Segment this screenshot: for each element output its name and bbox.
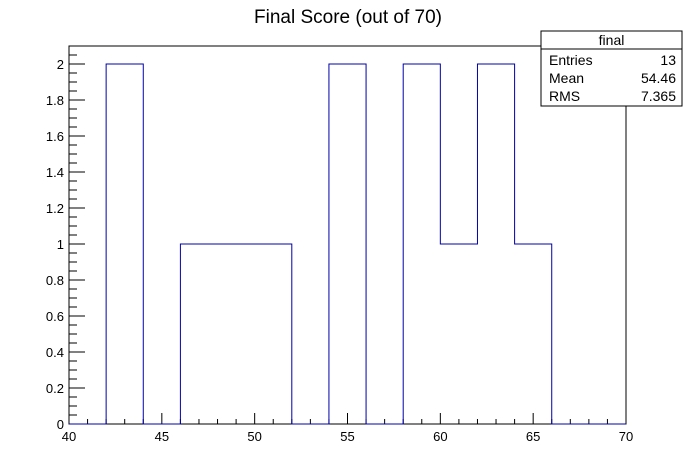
y-tick-label-0-4: 0.4 — [46, 345, 64, 360]
y-axis-tick-labels: 0 0.2 0.4 0.6 0.8 1 1.2 1.4 1.6 1.8 2 — [46, 57, 64, 432]
x-tick-label-65: 65 — [526, 429, 540, 444]
y-tick-label-1-4: 1.4 — [46, 165, 64, 180]
stats-entries-label: Entries — [549, 52, 593, 68]
x-tick-label-70: 70 — [619, 429, 633, 444]
x-tick-label-55: 55 — [340, 429, 354, 444]
chart-title: Final Score (out of 70) — [254, 7, 442, 28]
stats-entries-value: 13 — [660, 52, 676, 68]
x-axis-tick-labels: 40 45 50 55 60 65 70 — [62, 429, 633, 444]
y-tick-label-1-2: 1.2 — [46, 201, 64, 216]
y-tick-label-1-8: 1.8 — [46, 93, 64, 108]
x-axis-ticks — [68, 413, 627, 424]
y-tick-label-0-6: 0.6 — [46, 309, 64, 324]
stats-box-frame — [540, 30, 683, 107]
y-tick-label-0-2: 0.2 — [46, 381, 64, 396]
stats-box-name: final — [599, 32, 625, 48]
y-tick-label-2: 2 — [57, 57, 64, 72]
x-tick-label-40: 40 — [62, 429, 76, 444]
histogram-outline — [69, 63, 626, 425]
stats-rms-label: RMS — [549, 88, 580, 104]
y-tick-label-1-6: 1.6 — [46, 129, 64, 144]
y-tick-label-0: 0 — [57, 417, 64, 432]
stats-box: final Entries 13 Mean 54.46 RMS 7.365 — [540, 30, 683, 107]
stats-mean-label: Mean — [549, 70, 584, 86]
x-tick-label-50: 50 — [247, 429, 261, 444]
x-tick-label-45: 45 — [155, 429, 169, 444]
y-tick-label-0-8: 0.8 — [46, 273, 64, 288]
stats-mean-value: 54.46 — [641, 70, 676, 86]
x-tick-label-60: 60 — [433, 429, 447, 444]
y-tick-label-1: 1 — [57, 237, 64, 252]
stats-rms-value: 7.365 — [641, 88, 676, 104]
